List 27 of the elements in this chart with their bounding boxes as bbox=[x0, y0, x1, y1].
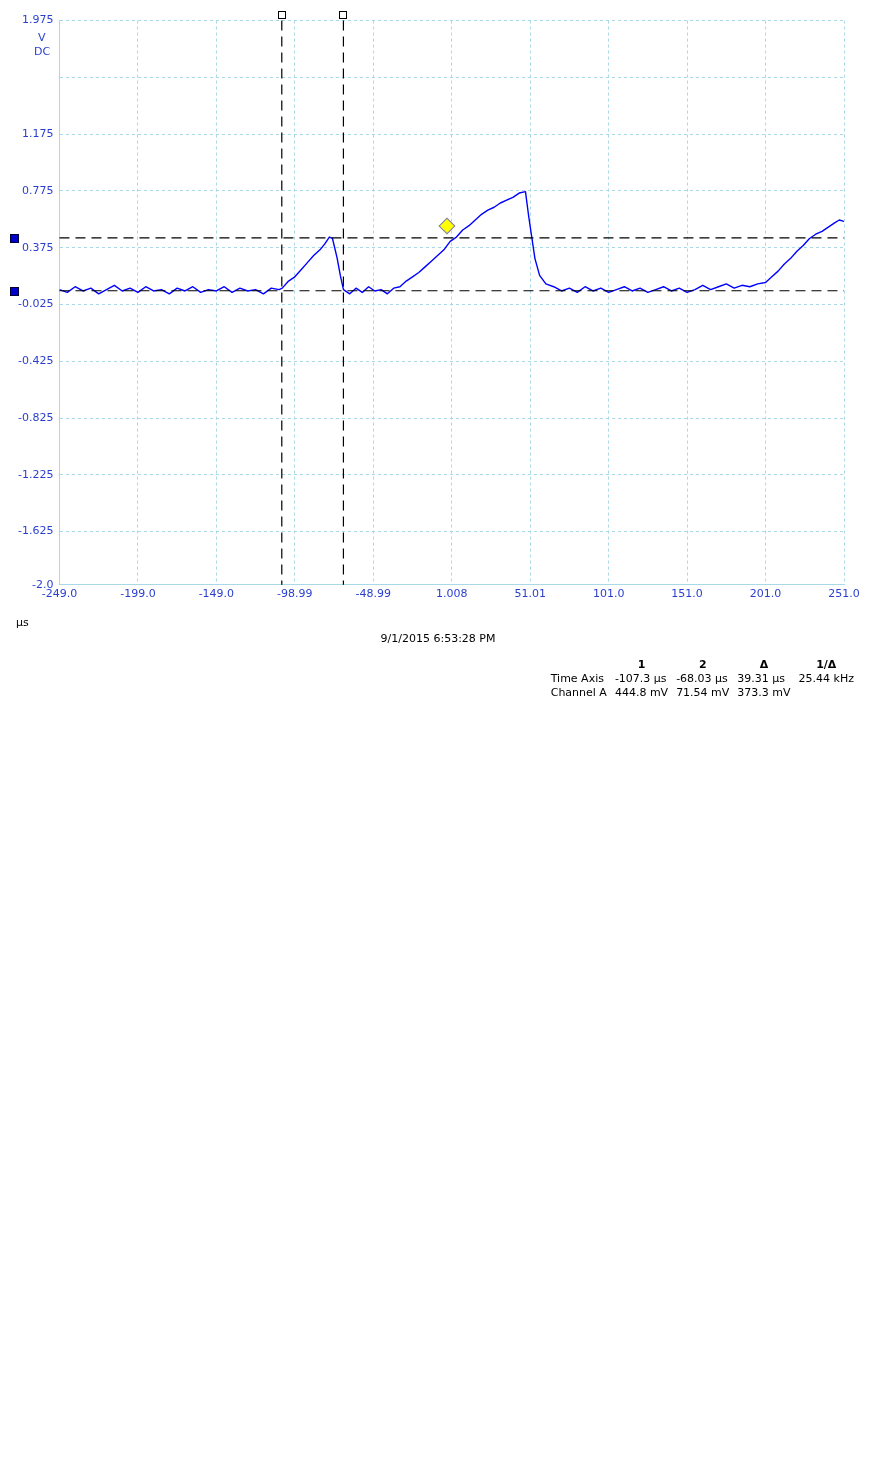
x-tick-label: -249.0 bbox=[41, 587, 78, 601]
x-axis-title: µs bbox=[16, 616, 29, 629]
x-tick-label: 151.0 bbox=[671, 587, 703, 601]
x-tick-label: -199.0 bbox=[120, 587, 156, 601]
x-tick-label: 201.0 bbox=[749, 587, 782, 601]
text: Channel A 444.8 mV 71.54 mV 373.3 mV bbox=[549, 686, 792, 700]
y-axis-title: V bbox=[38, 30, 46, 44]
y-tick-label: 1.175 bbox=[21, 127, 54, 141]
text: 1 2 Δ 1/Δ bbox=[637, 658, 837, 671]
x-tick-label: -149.0 bbox=[198, 587, 235, 601]
x-tick-label: 101.0 bbox=[592, 587, 625, 601]
y-tick-label: -1.625 bbox=[17, 524, 54, 538]
text: Time Axis -107.3 µs -68.03 µs 39.31 µs 25.44 kHz bbox=[550, 672, 854, 685]
x-tick-label: -98.99 bbox=[277, 587, 313, 601]
y-tick-label: -0.025 bbox=[17, 297, 54, 311]
y-tick-label: 1.975 bbox=[21, 13, 54, 27]
x-tick-label: -48.99 bbox=[355, 587, 392, 601]
y-tick-label: -0.825 bbox=[17, 410, 54, 424]
y-tick-label: -0.425 bbox=[17, 354, 54, 368]
y-tick-label: 0.375 bbox=[21, 240, 54, 254]
x-tick-label: 51.01 bbox=[514, 587, 546, 601]
x-tick-label: 251.0 bbox=[828, 587, 860, 601]
text: 9/1/2015 6:53:28 PM bbox=[379, 632, 497, 645]
y-tick-label: 0.775 bbox=[21, 183, 54, 197]
x-tick-label: 1.008 bbox=[435, 587, 468, 601]
y-tick-label: -1.225 bbox=[17, 467, 54, 481]
text: DC bbox=[34, 44, 51, 58]
